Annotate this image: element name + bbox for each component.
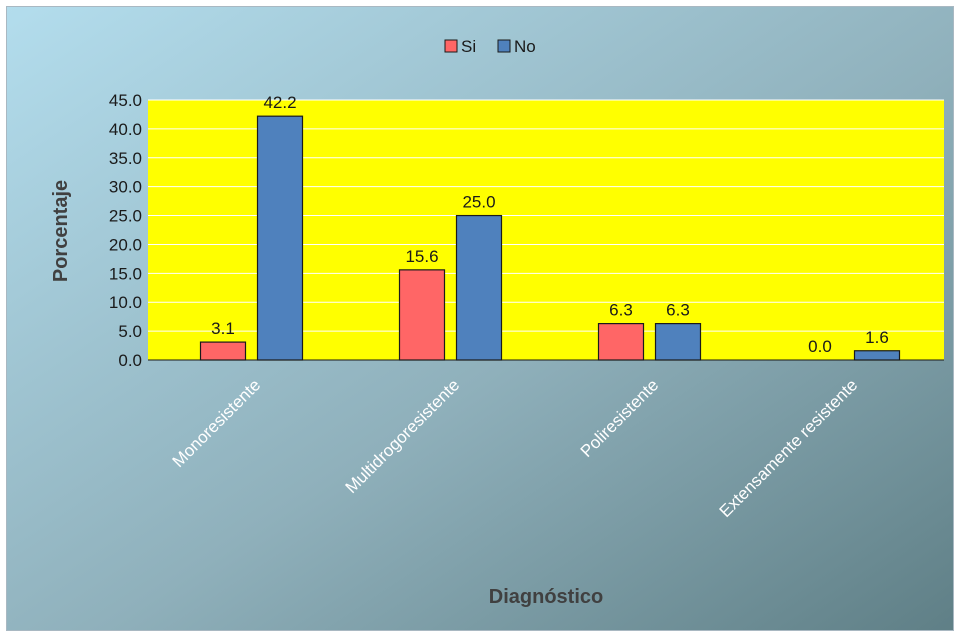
- x-axis-title: Diagnóstico: [489, 586, 603, 608]
- legend-label-no: No: [514, 37, 536, 56]
- bar-no-extensamente-resistente: [853, 350, 901, 361]
- data-label-si-poliresistente: 6.3: [609, 301, 633, 320]
- data-label-si-monoresistente: 3.1: [211, 319, 235, 338]
- bar-no-monoresistente: [256, 115, 304, 361]
- bar-no-poliresistente: [654, 323, 702, 361]
- y-tick-label: 20.0: [109, 235, 142, 254]
- bar-si-monoresistente: [199, 341, 247, 361]
- data-label-si-extensamente-resistente: 0.0: [808, 337, 832, 356]
- bar-si-multidrogoresistente: [398, 269, 446, 361]
- legend-label-si: Si: [461, 37, 476, 56]
- bar-chart: 0.05.010.015.020.025.030.035.040.045.0 M…: [7, 7, 953, 630]
- chart-frame: 0.0 5.0 10.0 15.0 20.0 25.0 30.0 35.0 40.0 45.0 M…: [6, 6, 954, 631]
- legend-swatch-si: [444, 39, 458, 53]
- y-tick-label: 5.0: [118, 322, 142, 341]
- y-tick-label: 0.0: [118, 351, 142, 370]
- y-tick-label: 35.0: [109, 149, 142, 168]
- data-label-no-monoresistente: 42.2: [263, 93, 296, 112]
- bar-si-poliresistente: [597, 323, 645, 361]
- y-axis-ticks: 0.0 5.0 10.0 15.0 20.0 25.0 30.0 35.0 40.0 45.0: [109, 91, 142, 370]
- y-tick-label: 25.0: [109, 207, 142, 226]
- y-tick-label: 15.0: [109, 264, 142, 283]
- y-tick-label: 30.0: [109, 178, 142, 197]
- data-label-no-poliresistente: 6.3: [666, 301, 690, 320]
- y-axis-title: Porcentaje: [50, 180, 72, 282]
- bars: [148, 115, 944, 361]
- y-tick-label: 40.0: [109, 120, 142, 139]
- y-tick-label: 10.0: [109, 293, 142, 312]
- data-labels: 3.1 42.2 15.6 25.0 6.3 6.3 0.0 1.6: [211, 93, 889, 356]
- data-label-no-multidrogoresistente: 25.0: [462, 193, 495, 212]
- legend-swatch-no: [497, 39, 511, 53]
- bar-no-multidrogoresistente: [455, 214, 503, 361]
- data-label-si-multidrogoresistente: 15.6: [405, 247, 438, 266]
- data-label-no-extensamente-resistente: 1.6: [865, 328, 889, 347]
- legend: Si No: [444, 37, 536, 56]
- y-tick-label: 45.0: [109, 91, 142, 110]
